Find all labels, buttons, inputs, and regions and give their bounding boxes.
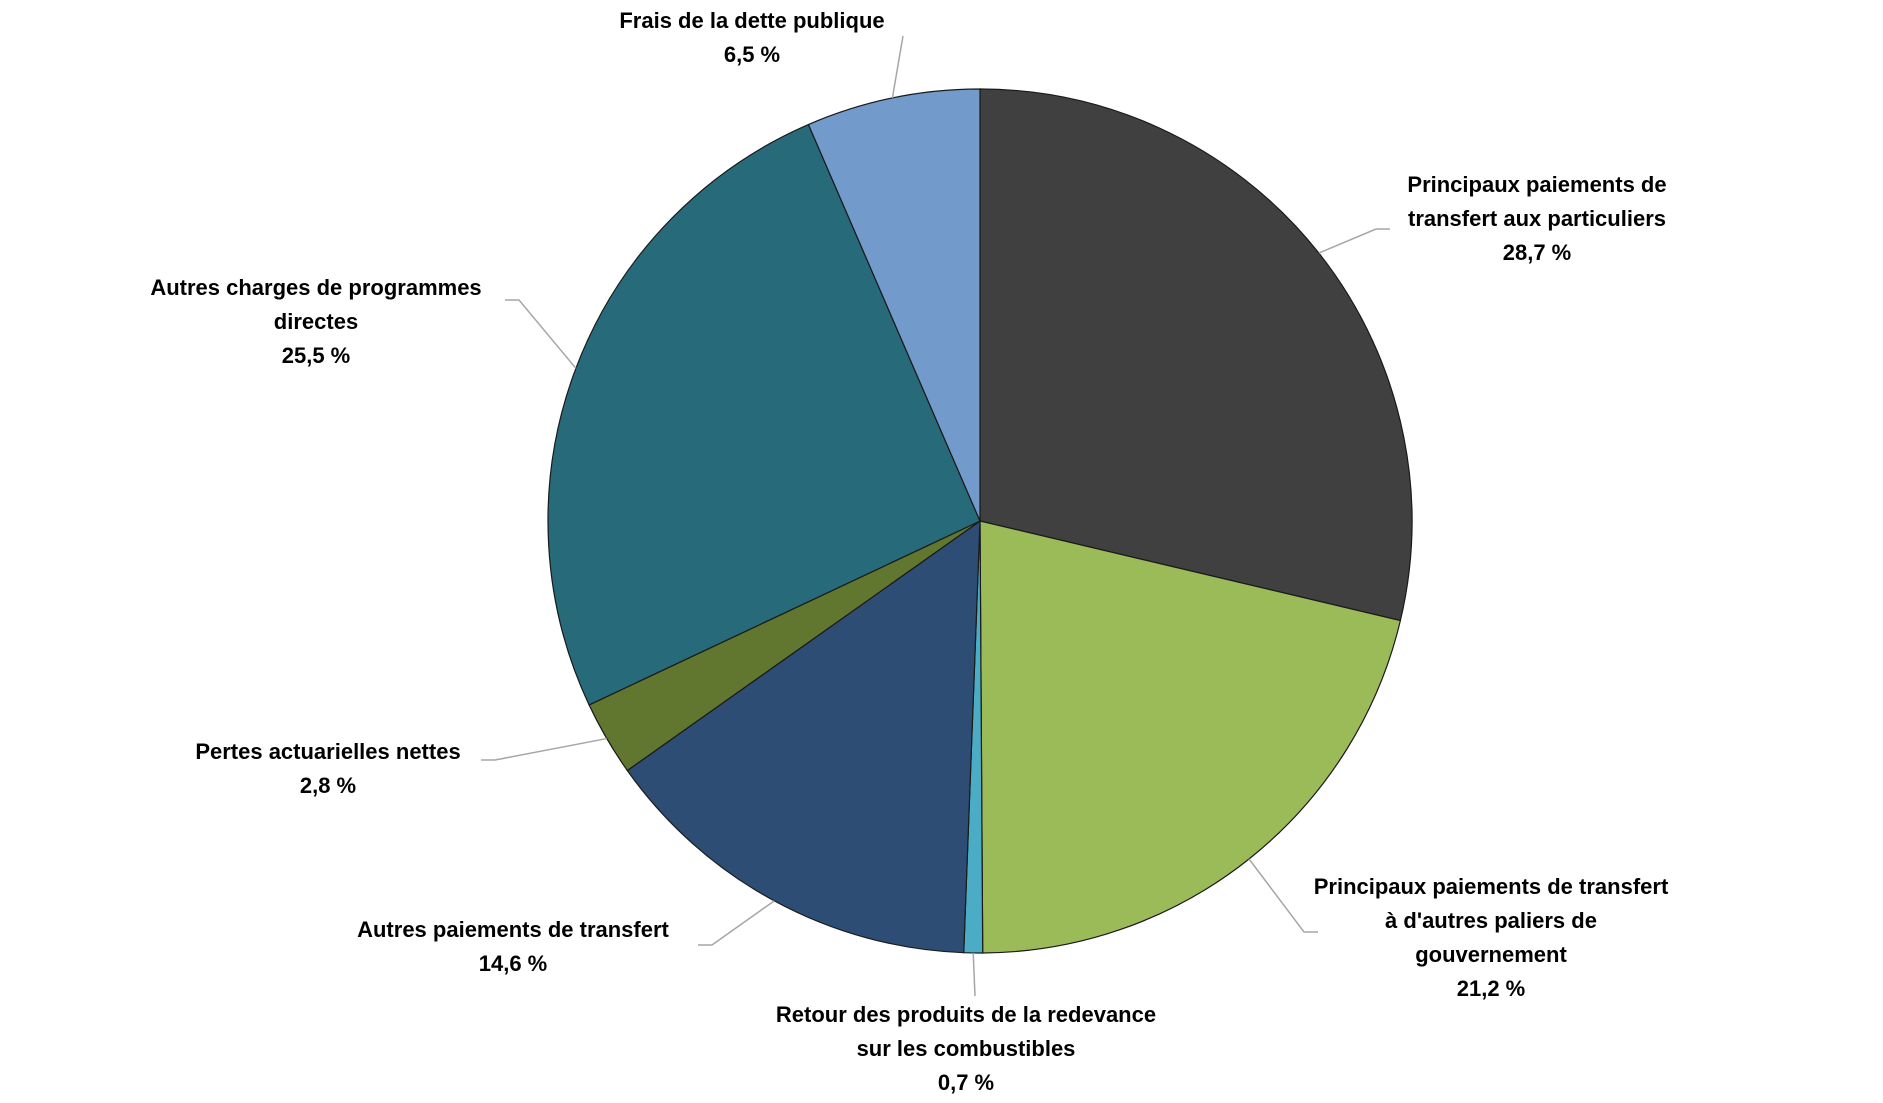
leader-line	[1318, 228, 1390, 254]
leader-line	[891, 35, 904, 99]
category-label: Retour des produits de la redevance sur …	[775, 1002, 1157, 1061]
slice-label: Autres charges de programmes directes 25,…	[146, 271, 486, 373]
slice-label: Frais de la dette publique 6,5 %	[552, 4, 952, 72]
leader-line	[481, 737, 607, 761]
slice-label: Retour des produits de la redevance sur …	[766, 998, 1166, 1100]
category-label: Autres charges de programmes directes	[150, 275, 482, 334]
pie-slice	[626, 519, 981, 954]
pie-slice	[979, 88, 1413, 622]
value-label: 21,2 %	[1456, 976, 1526, 1001]
pie-slice	[807, 88, 981, 522]
slice-label: Pertes actuarielles nettes 2,8 %	[128, 735, 528, 803]
leader-line	[1248, 858, 1318, 933]
category-label: Principaux paiements de transfert à d'au…	[1313, 874, 1669, 967]
category-label: Frais de la dette publique	[619, 8, 885, 33]
category-label: Autres paiements de transfert	[357, 917, 669, 942]
category-label: Pertes actuarielles nettes	[195, 739, 461, 764]
leader-line	[972, 952, 976, 997]
pie-slice	[547, 123, 981, 706]
value-label: 14,6 %	[478, 951, 548, 976]
leader-line	[698, 900, 775, 946]
leader-line	[505, 299, 577, 369]
slice-label: Principaux paiements de transfert aux pa…	[1372, 168, 1702, 270]
slice-label: Autres paiements de transfert 14,6 %	[313, 913, 713, 981]
value-label: 0,7 %	[937, 1070, 995, 1095]
value-label: 25,5 %	[281, 343, 351, 368]
value-label: 6,5 %	[723, 42, 781, 67]
value-label: 28,7 %	[1502, 240, 1572, 265]
value-label: 2,8 %	[299, 773, 357, 798]
category-label: Principaux paiements de transfert aux pa…	[1407, 172, 1667, 231]
slice-label: Principaux paiements de transfert à d'au…	[1311, 870, 1671, 1006]
